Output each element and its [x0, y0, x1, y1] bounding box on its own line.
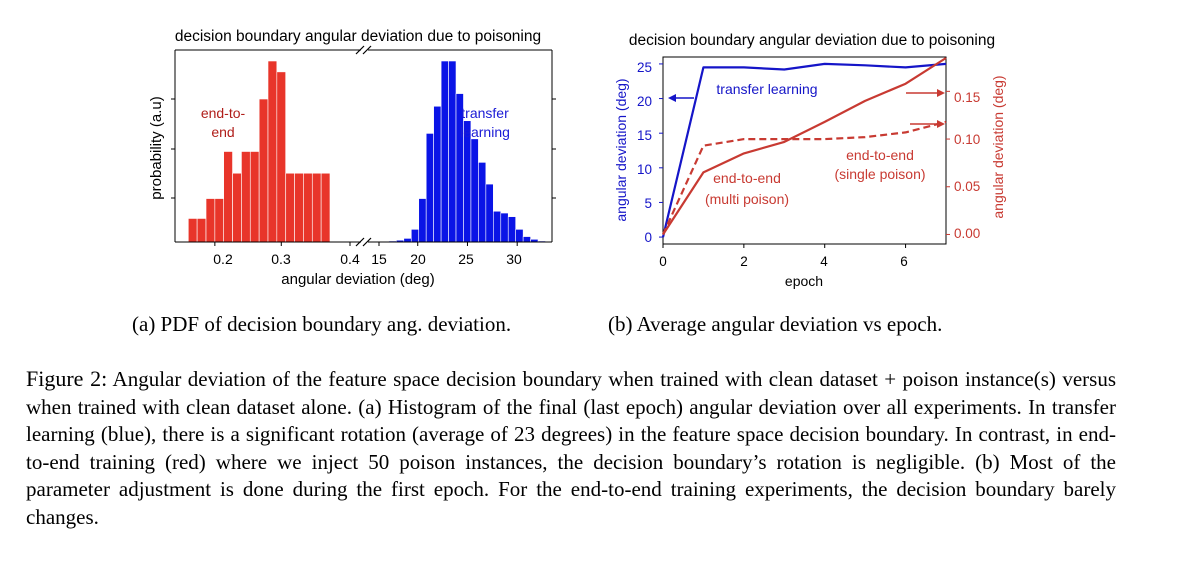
label-transfer-line1: transfer	[461, 105, 509, 121]
label-end-to-end-line1: end-to-	[201, 105, 246, 121]
label-transfer-learning: transfer learning	[716, 81, 817, 97]
end-to-end-bar	[276, 71, 286, 243]
x-axis-label: angular deviation (deg)	[281, 271, 434, 288]
end-to-end-bar	[320, 172, 331, 243]
transfer-learning-bar	[425, 133, 434, 243]
y2-tick-label-0.00: 0.00	[954, 226, 980, 241]
x-axis-label: epoch	[785, 273, 823, 289]
x-tick-label-4: 4	[820, 254, 828, 269]
y2-tick-label-0.15: 0.15	[954, 90, 980, 105]
end-to-end-bar	[196, 218, 207, 243]
axis-ticks	[659, 63, 950, 248]
label-end-to-end-line2: end	[211, 124, 234, 140]
transfer-learning-bar	[448, 60, 457, 243]
end-to-end-bar	[303, 172, 313, 243]
y-tick-label-15: 15	[637, 128, 652, 143]
end-to-end-bars	[187, 60, 331, 243]
end-to-end-bar	[249, 151, 260, 243]
x-tick-label-0.4: 0.4	[340, 251, 360, 267]
y-axis-label-left: angular deviation (deg)	[613, 78, 629, 221]
x-tick-label-30: 30	[506, 251, 522, 267]
end-to-end-bar	[214, 198, 224, 243]
end-to-end-bar	[241, 151, 251, 243]
transfer-learning-bar	[500, 212, 509, 243]
y2-tick-label-0.10: 0.10	[954, 132, 980, 147]
arrow-head-left	[668, 94, 676, 102]
transfer-learning-bar	[470, 138, 479, 243]
x-tick-label-0: 0	[659, 254, 667, 269]
transfer-learning-bar	[507, 216, 516, 243]
annotation-arrows	[668, 89, 945, 128]
figure-caption: Figure 2: Angular deviation of the featu…	[26, 365, 1116, 531]
histogram-figure: decision boundary angular deviation due …	[148, 28, 556, 288]
y-tick-label-5: 5	[644, 196, 652, 211]
x-tick-label-0.2: 0.2	[213, 251, 233, 267]
caption-text: Angular deviation of the feature space d…	[26, 367, 1116, 529]
end-to-end-bar	[232, 172, 242, 243]
arrow-head-right-2	[937, 120, 945, 128]
single-poison-line	[661, 120, 947, 235]
y-tick-label-10: 10	[637, 162, 652, 177]
y-tick-label-0: 0	[644, 230, 652, 245]
series-lines	[661, 57, 947, 238]
transfer-learning-bar	[522, 236, 531, 243]
caption-label: Figure 2:	[26, 366, 108, 391]
end-to-end-bar	[258, 98, 269, 243]
transfer-learning-bar	[418, 198, 427, 243]
transfer-learning-bar	[440, 60, 449, 243]
label-multi-poison-line1: end-to-end	[713, 170, 781, 186]
transfer-learning-bar	[410, 229, 420, 243]
x-tick-marks	[214, 242, 518, 246]
y-tick-label-20: 20	[637, 94, 652, 109]
x-tick-label-15: 15	[371, 251, 387, 267]
end-to-end-bar	[205, 198, 216, 243]
y2-tick-label-0.05: 0.05	[954, 179, 980, 194]
figure-a-title: decision boundary angular deviation due …	[175, 28, 541, 45]
end-to-end-bar	[223, 151, 233, 243]
line-chart-figure: decision boundary angular deviation due …	[613, 32, 1006, 289]
y-axis-label-right: angular deviation (deg)	[990, 75, 1006, 218]
label-multi-poison-line2: (multi poison)	[705, 191, 789, 207]
axis-break-marks	[355, 45, 372, 247]
end-to-end-bar	[187, 218, 198, 243]
end-to-end-bar	[294, 172, 304, 243]
transfer-learning-bar	[478, 162, 487, 243]
label-single-poison-line1: end-to-end	[846, 147, 914, 163]
transfer-learning-line	[661, 62, 947, 238]
plot-frame	[662, 56, 947, 245]
transfer-learning-bar	[515, 229, 524, 243]
transfer-learning-bar	[403, 238, 412, 243]
y-axis-label: probability (a.u)	[148, 96, 165, 199]
x-tick-label-20: 20	[410, 251, 426, 267]
figure-b-title: decision boundary angular deviation due …	[629, 32, 995, 49]
transfer-learning-bar	[485, 183, 494, 243]
transfer-learning-bars	[388, 60, 546, 243]
x-tick-label-6: 6	[900, 254, 908, 269]
y-tick-label-25: 25	[637, 60, 652, 75]
multi-poison-line	[662, 57, 947, 236]
y-tick-marks	[171, 98, 556, 199]
x-tick-label-0.3: 0.3	[271, 251, 291, 267]
end-to-end-bar	[285, 172, 295, 243]
label-single-poison-line2: (single poison)	[834, 166, 925, 182]
subcaption-a: (a) PDF of decision boundary ang. deviat…	[132, 312, 512, 336]
x-tick-label-2: 2	[740, 254, 748, 269]
subcaption-b: (b) Average angular deviation vs epoch.	[608, 312, 943, 336]
arrow-head-right-1	[937, 89, 945, 97]
end-to-end-bar	[312, 172, 322, 243]
transfer-learning-bar	[433, 105, 442, 243]
end-to-end-bar	[267, 60, 278, 243]
x-tick-label-25: 25	[458, 251, 474, 267]
transfer-learning-bar	[493, 210, 502, 243]
label-transfer-line2: learning	[460, 124, 510, 140]
